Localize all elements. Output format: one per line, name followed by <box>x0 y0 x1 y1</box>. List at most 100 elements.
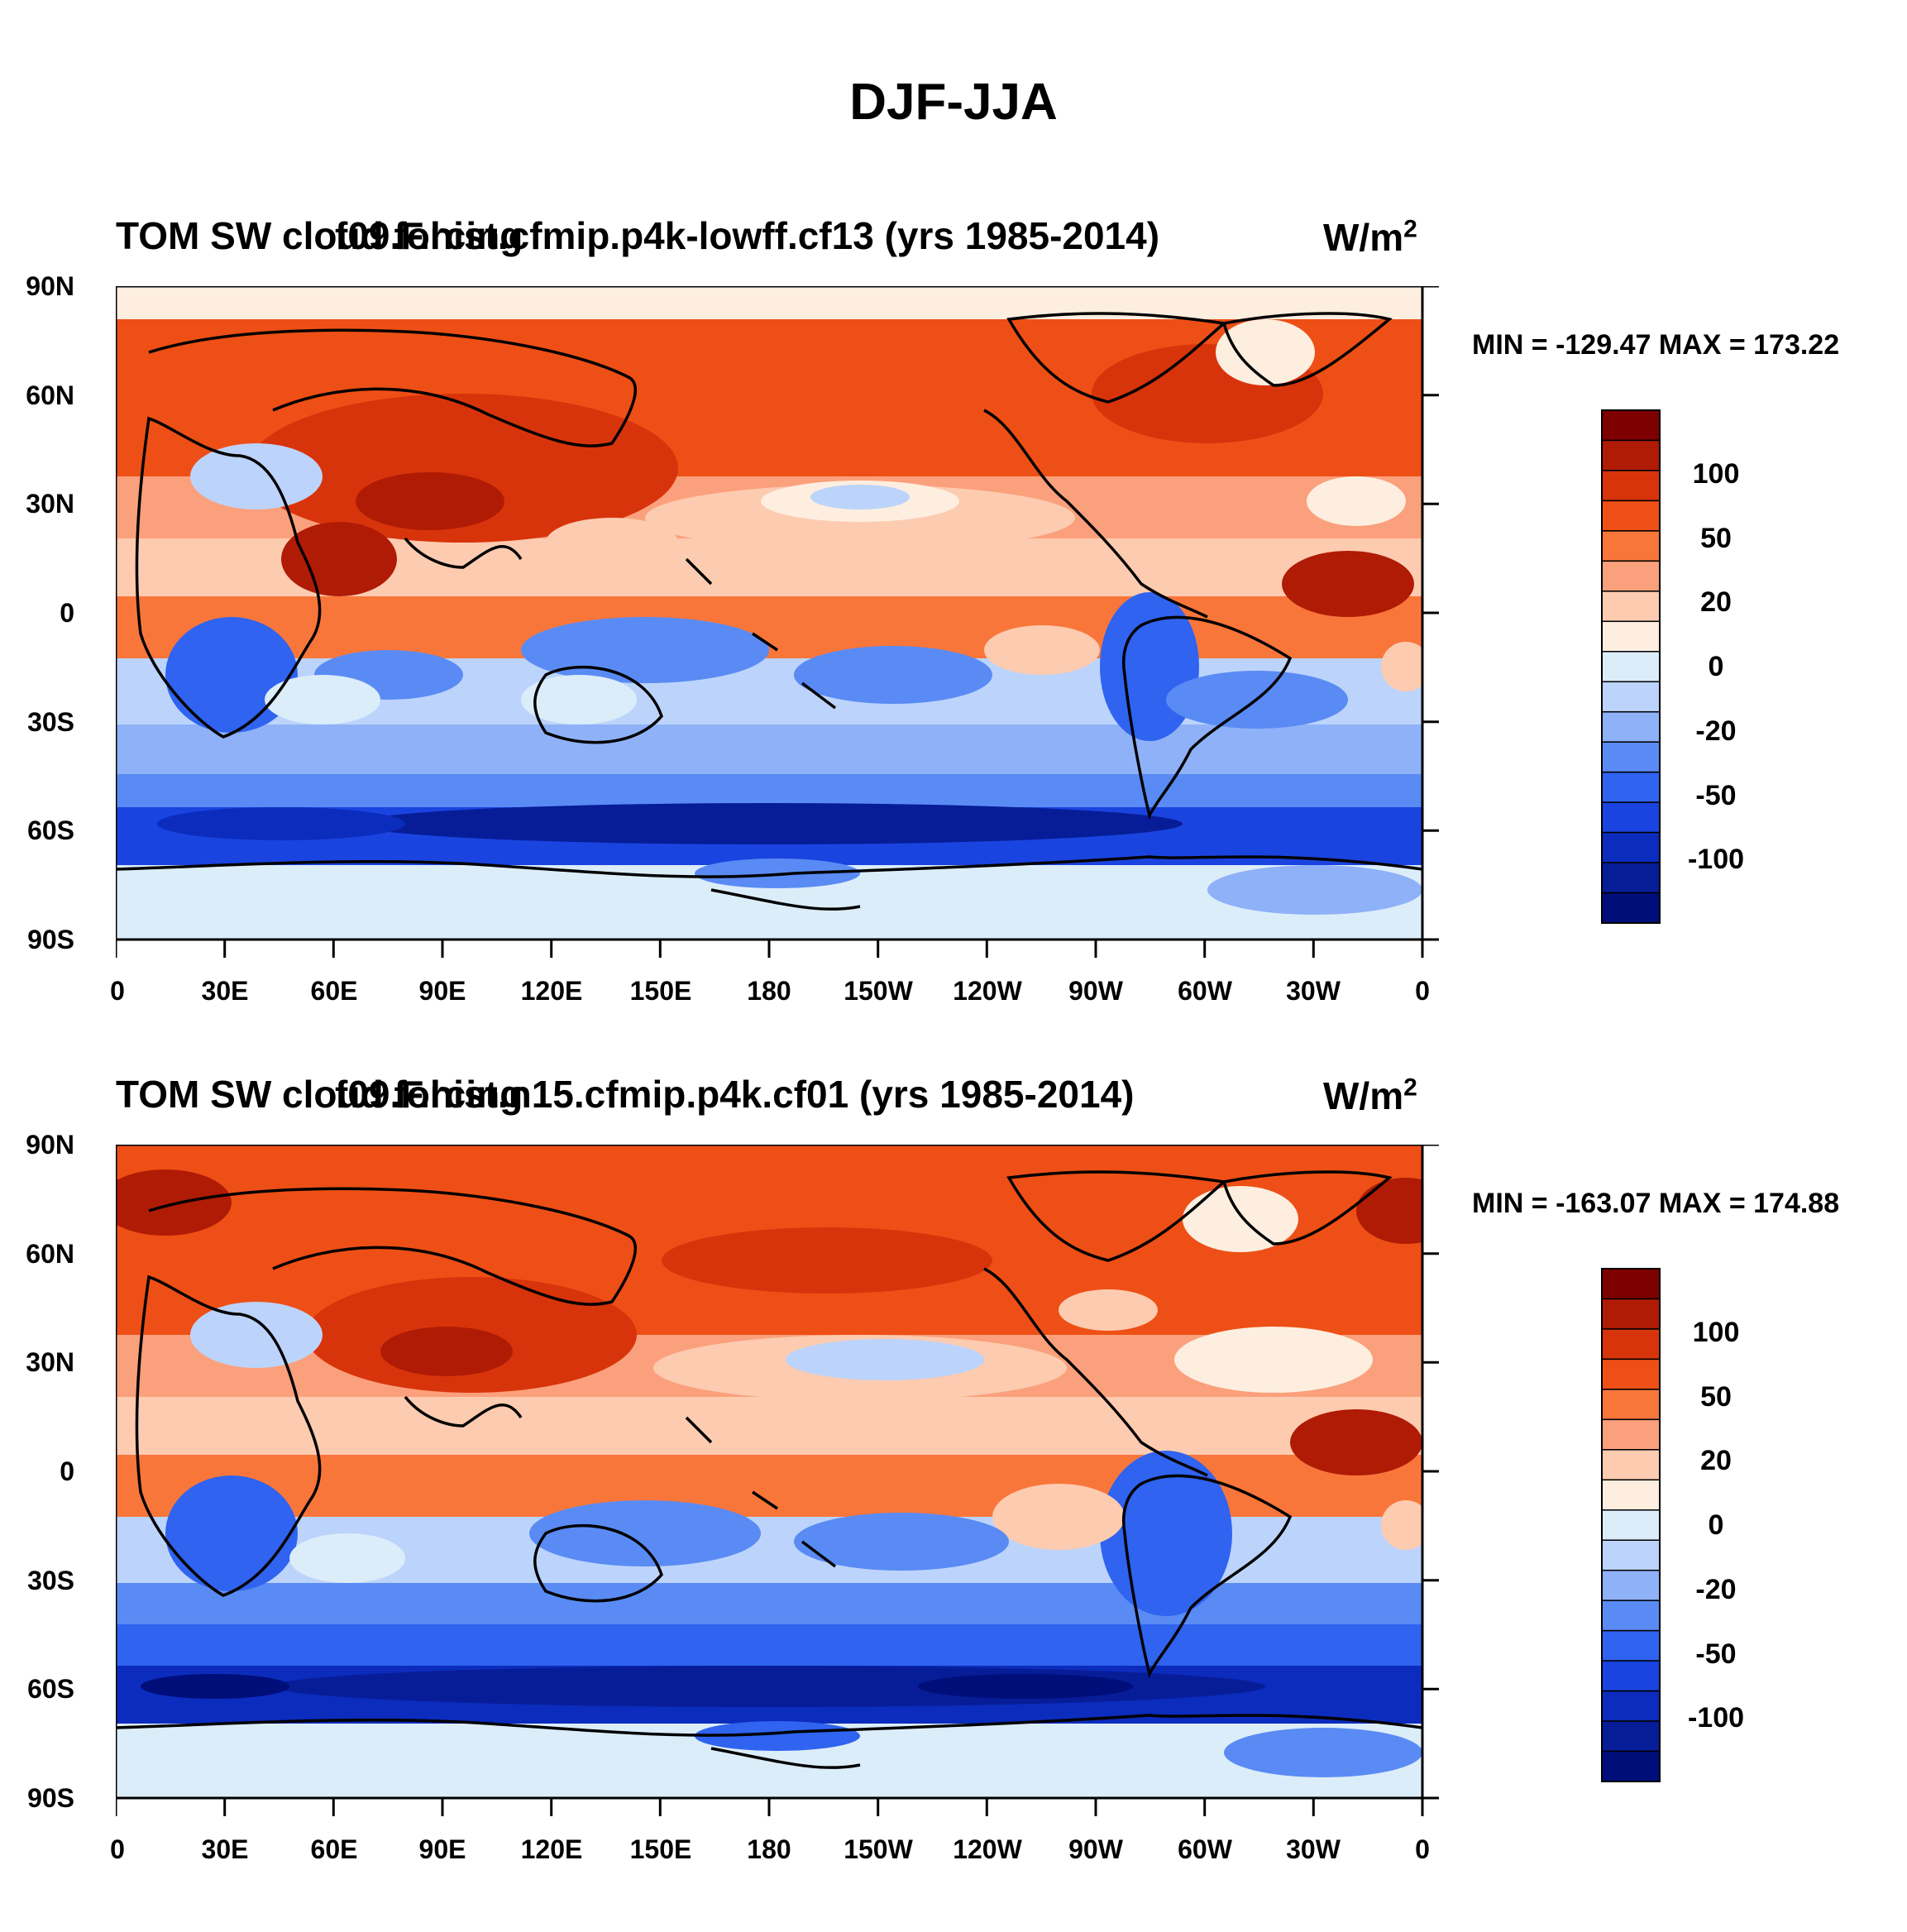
colorbar-label: 0 <box>1708 651 1724 682</box>
colorbar-label: -20 <box>1695 1574 1737 1605</box>
colorbar-swatch <box>1601 530 1661 562</box>
colorbar-label: -50 <box>1695 780 1737 811</box>
colorbar-swatch <box>1601 1358 1661 1390</box>
lat-label: 60S <box>27 815 74 845</box>
colorbar-swatch <box>1601 1690 1661 1722</box>
colorbar-label: 50 <box>1700 523 1732 554</box>
colorbar-swatch <box>1601 1418 1661 1451</box>
panel-1-map <box>116 286 1439 958</box>
colorbar-label: 20 <box>1700 586 1732 618</box>
lon-label: 150E <box>629 1834 692 1864</box>
lat-label: 30S <box>27 1566 74 1595</box>
colorbar-swatch <box>1601 1389 1661 1421</box>
lat-label: 90S <box>27 1783 74 1813</box>
lon-label: 60E <box>310 1834 358 1864</box>
colorbar-swatch <box>1601 1268 1661 1300</box>
colorbar-label: -100 <box>1687 1702 1745 1734</box>
lon-label: 90W <box>1068 976 1123 1006</box>
lat-label: 60N <box>26 1239 74 1269</box>
lat-label: 30S <box>27 707 74 737</box>
colorbar-label: 0 <box>1708 1509 1724 1541</box>
lon-label: 0 <box>110 976 125 1006</box>
colorbar-label: -20 <box>1695 715 1737 747</box>
lon-label: 90E <box>418 1834 466 1864</box>
colorbar-label: 20 <box>1700 1445 1732 1476</box>
lon-label: 30W <box>1286 976 1341 1006</box>
lat-label: 60N <box>26 380 74 410</box>
colorbar-swatch <box>1601 500 1661 532</box>
colorbar-swatch <box>1601 862 1661 894</box>
colorbar-swatch <box>1601 439 1661 471</box>
colorbar-swatch <box>1601 1600 1661 1632</box>
lon-label: 30E <box>201 1834 249 1864</box>
panel-2-colorbar <box>1601 1268 1661 1782</box>
colorbar-swatch <box>1601 1509 1661 1541</box>
lon-label: 90W <box>1068 1834 1123 1864</box>
panel-1-units: W/m2 <box>1323 215 1417 259</box>
colorbar-swatch <box>1601 771 1661 803</box>
lat-label: 90S <box>27 925 74 954</box>
lon-label: 60W <box>1178 976 1232 1006</box>
lon-label: 30E <box>201 976 249 1006</box>
lat-label: 90N <box>26 271 74 301</box>
lon-label: 120W <box>953 1834 1022 1864</box>
lat-label: 30N <box>26 489 74 519</box>
colorbar-label: -50 <box>1695 1638 1737 1670</box>
lat-label: 0 <box>60 1456 74 1486</box>
colorbar-swatch <box>1601 1539 1661 1571</box>
colorbar-swatch <box>1601 1750 1661 1782</box>
lat-label: 30N <box>26 1347 74 1377</box>
lon-label: 0 <box>110 1834 125 1864</box>
lon-label: 90E <box>418 976 466 1006</box>
colorbar-swatch <box>1601 741 1661 773</box>
lon-label: 0 <box>1415 976 1430 1006</box>
lon-label: 180 <box>747 1834 791 1864</box>
colorbar-swatch <box>1601 1569 1661 1601</box>
lon-label: 150W <box>844 1834 913 1864</box>
panel-2-coastlines <box>116 1170 1422 1769</box>
colorbar-swatch <box>1601 831 1661 863</box>
colorbar-swatch <box>1601 710 1661 743</box>
panel-2-units: W/m2 <box>1323 1074 1417 1117</box>
lon-label: 150E <box>629 976 692 1006</box>
page-title: DJF-JJA <box>849 74 1058 131</box>
panel-1-left-title: TOM SW cloud forcing <box>116 214 523 257</box>
panel-2-map <box>116 1145 1439 1816</box>
colorbar-swatch <box>1601 801 1661 834</box>
colorbar-swatch <box>1601 1328 1661 1361</box>
panel-1-min-max: MIN = -129.47 MAX = 173.22 <box>1472 329 1840 361</box>
colorbar-swatch <box>1601 1449 1661 1481</box>
panel-2-right-title: f09.F.hist.n15.cfmip.p4k.cf01 (yrs 1985-… <box>335 1073 1135 1116</box>
lat-label: 60S <box>27 1674 74 1704</box>
lon-label: 120W <box>953 976 1022 1006</box>
lon-label: 150W <box>844 976 913 1006</box>
colorbar-swatch <box>1601 651 1661 682</box>
colorbar-swatch <box>1601 1720 1661 1753</box>
colorbar-swatch <box>1601 470 1661 502</box>
colorbar-label: 100 <box>1692 458 1740 490</box>
colorbar-swatch <box>1601 409 1661 442</box>
panel-2-min-max: MIN = -163.07 MAX = 174.88 <box>1472 1188 1840 1219</box>
colorbar-label: 50 <box>1700 1381 1732 1413</box>
panel-2-field <box>116 1145 1422 1798</box>
colorbar-label: 100 <box>1692 1317 1740 1348</box>
map-panel-2: TOM SW cloud forcing f09.F.hist.n15.cfmi… <box>0 1072 1907 1932</box>
colorbar-swatch <box>1601 591 1661 623</box>
lon-label: 120E <box>520 976 583 1006</box>
lon-label: 180 <box>747 976 791 1006</box>
panel-1-colorbar <box>1601 409 1661 924</box>
lon-label: 0 <box>1415 1834 1430 1864</box>
panel-2-left-title: TOM SW cloud forcing <box>116 1073 523 1116</box>
map-panel-1: TOM SW cloud forcing f09.F.hist.cfmip.p4… <box>0 213 1907 1074</box>
panel-1-field <box>116 286 1422 940</box>
colorbar-swatch <box>1601 620 1661 653</box>
lon-label: 60W <box>1178 1834 1232 1864</box>
lat-label: 90N <box>26 1130 74 1160</box>
colorbar-swatch <box>1601 681 1661 713</box>
colorbar-label: -100 <box>1687 844 1745 875</box>
lon-label: 120E <box>520 1834 583 1864</box>
lat-label: 0 <box>60 598 74 628</box>
lon-label: 30W <box>1286 1834 1341 1864</box>
colorbar-swatch <box>1601 892 1661 924</box>
colorbar-swatch <box>1601 1660 1661 1692</box>
